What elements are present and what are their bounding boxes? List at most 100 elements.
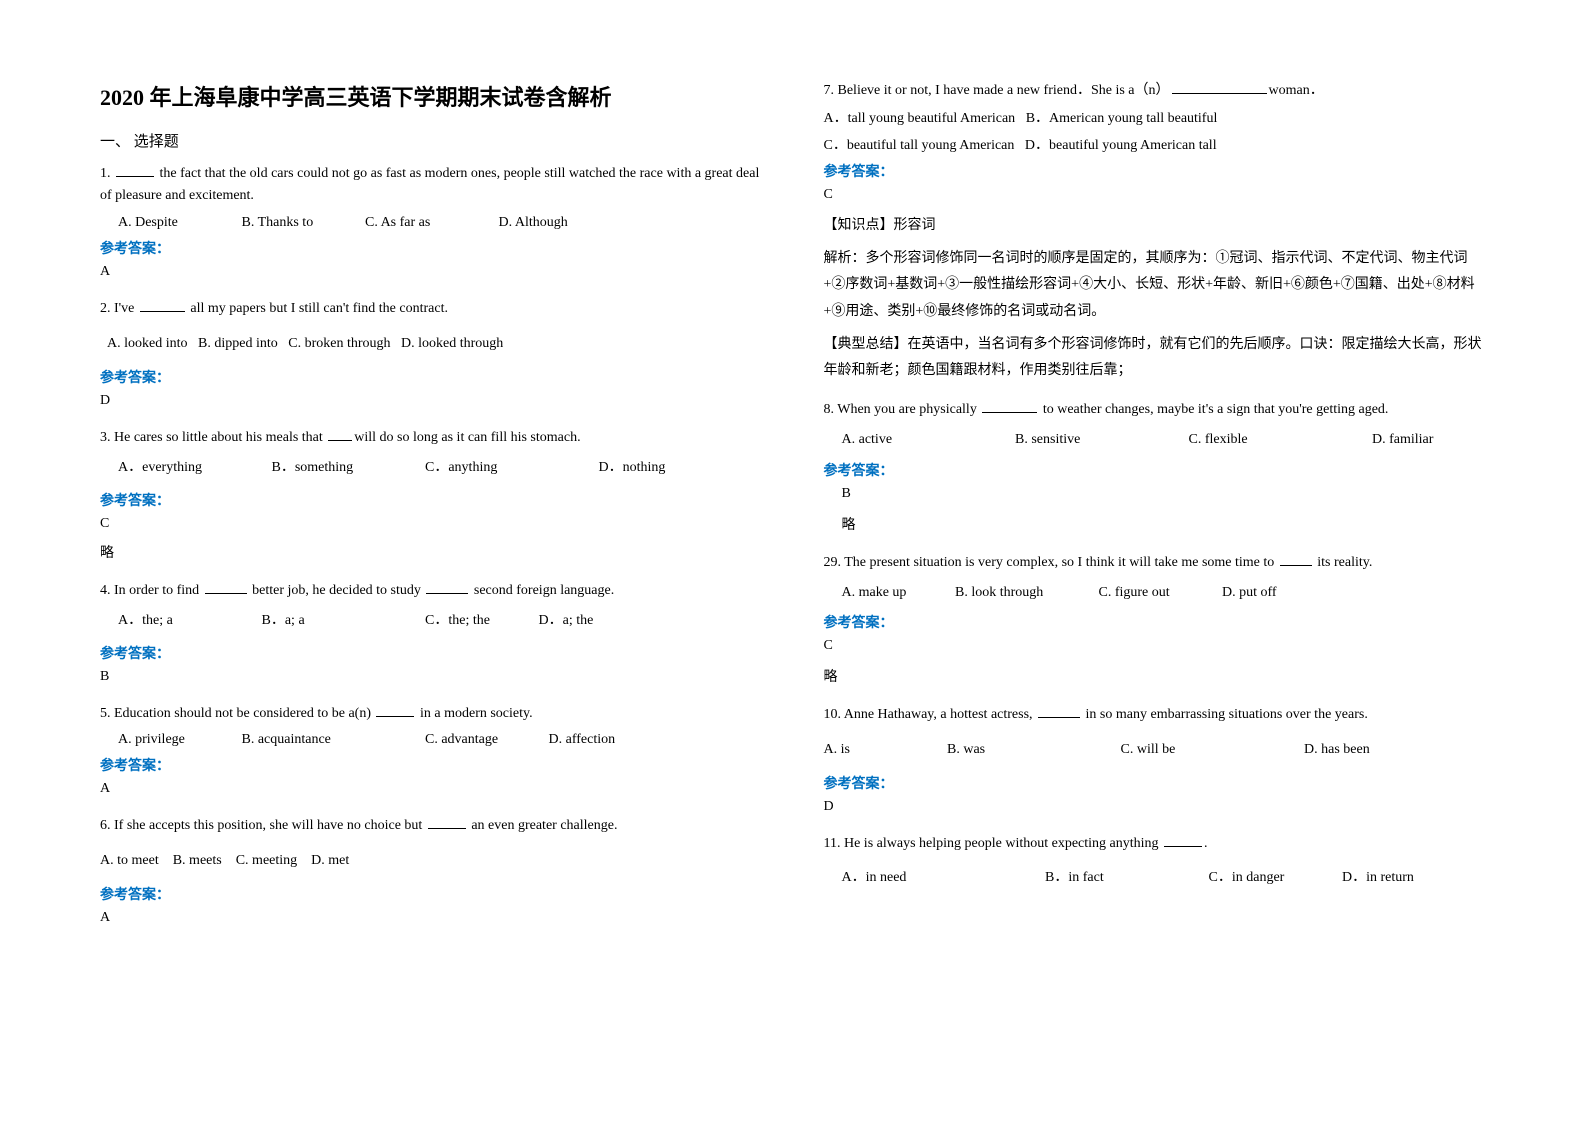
question-text: 5. Education should not be considered to… xyxy=(100,703,764,725)
question-number: 6. xyxy=(100,818,111,833)
question-body-a: If she accepts this position, she will h… xyxy=(114,818,426,833)
answer-value: A xyxy=(100,781,764,797)
option-a: A．tall young beautiful American xyxy=(824,108,1016,130)
answer-label: 参考答案： xyxy=(100,490,764,510)
answer-value: A xyxy=(100,264,764,280)
question-29: 29. The present situation is very comple… xyxy=(824,552,1488,697)
blank xyxy=(116,176,154,177)
answer-value: C xyxy=(100,516,764,532)
option-d: D. Although xyxy=(499,212,568,234)
blank xyxy=(1038,717,1080,718)
answer-value: B xyxy=(100,669,764,685)
option-c: C．anything xyxy=(425,457,595,479)
option-d: D．nothing xyxy=(599,457,666,479)
option-b: B．American young tall beautiful xyxy=(1026,108,1218,130)
option-a: A. make up xyxy=(842,582,952,604)
options: A. active B. sensitive C. flexible D. fa… xyxy=(824,429,1488,451)
question-body-c: second foreign language. xyxy=(470,583,614,598)
question-text: 8. When you are physically to weather ch… xyxy=(824,399,1488,421)
options: A. Despite B. Thanks to C. As far as D. … xyxy=(100,212,764,234)
answer-label: 参考答案： xyxy=(100,755,764,775)
question-text: 4. In order to find better job, he decid… xyxy=(100,580,764,602)
option-c: C．in danger xyxy=(1209,867,1339,889)
question-text: 2. I've all my papers but I still can't … xyxy=(100,298,764,320)
left-column: 2020 年上海阜康中学高三英语下学期期末试卷含解析 一、 选择题 1. the… xyxy=(100,80,764,1082)
option-b: B. meets xyxy=(173,850,222,872)
blank xyxy=(140,311,185,312)
options-row2: C．beautiful tall young American D．beauti… xyxy=(824,135,1488,157)
option-a: A. Despite xyxy=(118,212,238,234)
option-c: C．the; the xyxy=(425,610,535,632)
explanation-brief: 略 xyxy=(100,542,764,562)
question-text: 29. The present situation is very comple… xyxy=(824,552,1488,574)
option-b: B．a; a xyxy=(262,610,422,632)
question-body-b: to weather changes, maybe it's a sign th… xyxy=(1039,402,1388,417)
blank xyxy=(205,593,247,594)
question-number: 10. xyxy=(824,707,842,722)
question-body-b: woman． xyxy=(1269,83,1324,98)
question-body-b: an even greater challenge. xyxy=(468,818,618,833)
options: A. to meet B. meets C. meeting D. met xyxy=(100,850,764,872)
question-body: the fact that the old cars could not go … xyxy=(100,166,759,203)
option-b: B. dipped into xyxy=(198,333,278,355)
option-c: C．beautiful tall young American xyxy=(824,135,1015,157)
question-8: 8. When you are physically to weather ch… xyxy=(824,399,1488,544)
answer-label: 参考答案： xyxy=(824,161,1488,181)
question-body-b: better job, he decided to study xyxy=(249,583,425,598)
blank xyxy=(376,716,414,717)
option-a: A．in need xyxy=(842,867,1042,889)
options: A．tall young beautiful American B．Americ… xyxy=(824,108,1488,130)
question-body-b: all my papers but I still can't find the… xyxy=(190,301,448,316)
question-number: 4. xyxy=(100,583,111,598)
option-d: D. familiar xyxy=(1372,429,1433,451)
question-text: 11. He is always helping people without … xyxy=(824,833,1488,855)
question-body-a: He cares so little about his meals that xyxy=(114,430,326,445)
explanation: 解析：多个形容词修饰同一名词时的顺序是固定的，其顺序为：①冠词、指示代词、不定代… xyxy=(824,246,1488,326)
explanation-brief: 略 xyxy=(824,514,1488,534)
question-text: 6. If she accepts this position, she wil… xyxy=(100,815,764,837)
question-11: 11. He is always helping people without … xyxy=(824,833,1488,894)
options: A. looked into B. dipped into C. broken … xyxy=(100,333,764,355)
question-1: 1. the fact that the old cars could not … xyxy=(100,163,764,290)
blank xyxy=(982,412,1037,413)
question-number: 8. xyxy=(824,402,835,417)
question-number: 3. xyxy=(100,430,111,445)
question-body-a: Anne Hathaway, a hottest actress, xyxy=(844,707,1036,722)
answer-value: C xyxy=(824,187,1488,203)
question-body-b: will do so long as it can fill his stoma… xyxy=(354,430,580,445)
option-c: C. figure out xyxy=(1099,582,1219,604)
options: A. is B. was C. will be D. has been xyxy=(824,739,1488,761)
question-number: 1. xyxy=(100,166,111,181)
question-number: 2. xyxy=(100,301,111,316)
option-b: B. look through xyxy=(955,582,1095,604)
option-a: A．everything xyxy=(118,457,268,479)
options: A．the; a B．a; a C．the; the D．a; the xyxy=(100,610,764,632)
answer-label: 参考答案： xyxy=(100,238,764,258)
option-b: B．something xyxy=(272,457,422,479)
question-body-a: He is always helping people without expe… xyxy=(844,836,1162,851)
option-b: B. Thanks to xyxy=(242,212,362,234)
answer-value: D xyxy=(100,393,764,409)
question-2: 2. I've all my papers but I still can't … xyxy=(100,298,764,419)
option-d: D. affection xyxy=(549,729,616,751)
option-c: C. will be xyxy=(1121,739,1301,761)
question-number: 5. xyxy=(100,706,111,721)
question-6: 6. If she accepts this position, she wil… xyxy=(100,815,764,936)
option-d: D．a; the xyxy=(539,610,594,632)
section-heading: 一、 选择题 xyxy=(100,130,764,151)
answer-value: B xyxy=(824,486,1488,502)
option-c: C. flexible xyxy=(1189,429,1369,451)
blank xyxy=(1172,93,1267,94)
question-text: 3. He cares so little about his meals th… xyxy=(100,427,764,449)
option-d: D．in return xyxy=(1342,867,1414,889)
option-d: D. looked through xyxy=(401,333,503,355)
blank xyxy=(426,593,468,594)
option-a: A. active xyxy=(842,429,1012,451)
options: A．in need B．in fact C．in danger D．in ret… xyxy=(824,867,1488,889)
option-c: C. As far as xyxy=(365,212,495,234)
question-body-b: its reality. xyxy=(1314,555,1373,570)
option-d: D. met xyxy=(311,850,349,872)
options: A. make up B. look through C. figure out… xyxy=(824,582,1488,604)
knowledge-point: 【知识点】形容词 xyxy=(824,213,1488,240)
question-text: 10. Anne Hathaway, a hottest actress, in… xyxy=(824,704,1488,726)
